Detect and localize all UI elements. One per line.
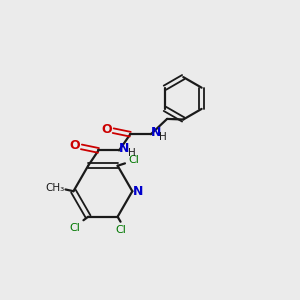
Text: Cl: Cl [69, 224, 80, 233]
Text: O: O [101, 123, 112, 136]
Text: Cl: Cl [128, 155, 139, 165]
Text: N: N [132, 185, 143, 198]
Text: N: N [151, 126, 161, 139]
Text: O: O [70, 139, 80, 152]
Text: CH₃: CH₃ [46, 183, 65, 193]
Text: N: N [119, 142, 129, 155]
Text: H: H [128, 148, 135, 158]
Text: H: H [159, 132, 167, 142]
Text: Cl: Cl [115, 225, 126, 235]
